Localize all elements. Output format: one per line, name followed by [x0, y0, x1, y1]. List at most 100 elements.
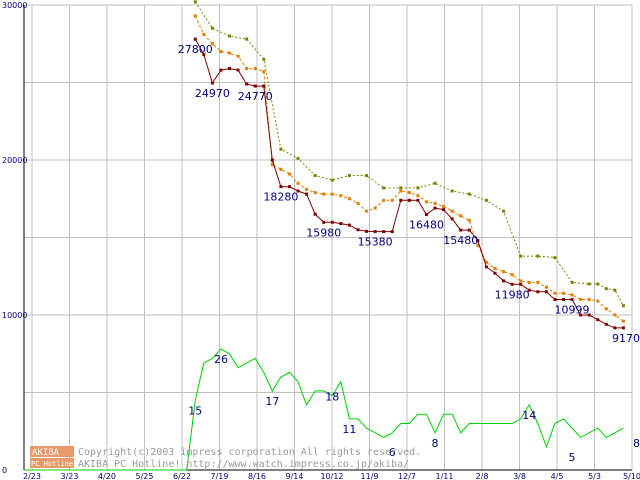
series-point-min-price [390, 230, 394, 234]
series-point-min-price [339, 222, 343, 226]
series-point-min-price [484, 265, 488, 269]
series-point-avg-price [245, 67, 249, 71]
series-point-min-price [245, 82, 249, 86]
series-point-avg-price [561, 291, 565, 295]
data-label: 18 [325, 390, 339, 403]
series-point-avg-price [587, 298, 591, 301]
series-point-min-price [365, 229, 369, 233]
series-point-max-price [433, 181, 437, 185]
x-tick-label: 9/14 [286, 472, 304, 480]
data-label: 15380 [358, 236, 393, 249]
series-point-avg-price [407, 191, 411, 195]
series-point-min-price [347, 223, 351, 227]
series-point-avg-price [399, 189, 403, 193]
series-point-min-price [604, 322, 608, 326]
x-tick-label: 10/12 [320, 472, 343, 480]
x-tick-label: 5/3 [588, 472, 601, 480]
series-point-avg-price [527, 280, 531, 284]
data-label: 24770 [238, 90, 273, 103]
chart-series [24, 0, 625, 471]
data-label: 15480 [443, 234, 478, 247]
series-point-avg-price [604, 307, 608, 311]
x-tick-label: 12/7 [398, 472, 416, 480]
series-point-min-price [373, 230, 377, 234]
series-point-max-price [519, 254, 523, 258]
series-point-min-price [416, 198, 420, 202]
data-label: 15980 [306, 226, 341, 239]
series-point-min-price [527, 288, 531, 292]
series-point-avg-price [313, 191, 317, 195]
series-point-max-price [467, 192, 471, 196]
y-tick-label: 10000 [2, 311, 27, 320]
series-point-max-price [621, 304, 625, 308]
series-point-avg-price [365, 209, 369, 213]
series-line-max-price [194, 1, 624, 306]
x-tick-label: 3/8 [513, 472, 526, 480]
series-point-avg-price [219, 50, 223, 53]
series-point-avg-price [484, 260, 488, 264]
x-tick-label: 2/8 [476, 472, 489, 480]
series-point-avg-price [519, 279, 523, 283]
series-point-avg-price [553, 291, 557, 295]
series-point-min-price [382, 230, 386, 234]
series-point-max-price [570, 280, 574, 284]
series-point-max-price [450, 189, 454, 193]
series-point-min-price [536, 290, 540, 294]
data-label: 8 [633, 437, 640, 450]
series-point-min-price [193, 37, 197, 41]
series-point-avg-price [236, 54, 240, 58]
series-point-max-price [484, 198, 488, 202]
series-point-min-price [279, 185, 283, 189]
series-point-min-price [553, 298, 557, 301]
series-point-min-price [579, 313, 583, 317]
series-point-min-price [330, 220, 334, 224]
series-point-max-price [604, 287, 608, 291]
data-label: 15 [188, 404, 202, 417]
data-label: 8 [432, 437, 439, 450]
series-point-min-price [262, 84, 266, 88]
data-label: 24970 [195, 87, 230, 100]
site-url-line: AKIBA PC Hotline! http://www.watch.impre… [78, 459, 409, 470]
akiba-logo-top [30, 446, 74, 457]
series-point-min-price [296, 189, 300, 193]
y-tick-label: 20000 [2, 156, 27, 165]
series-point-avg-price [210, 42, 214, 46]
data-label: 26 [214, 353, 228, 366]
series-point-max-price [262, 57, 266, 61]
series-point-avg-price [373, 206, 377, 210]
series-point-max-price [296, 156, 300, 160]
x-tick-label: 5/10 [623, 472, 640, 480]
series-point-max-price [416, 186, 420, 190]
data-label: 18280 [263, 191, 298, 204]
series-point-avg-price [193, 14, 197, 18]
series-point-min-price [613, 326, 617, 330]
series-point-avg-price [305, 187, 309, 191]
series-point-avg-price [536, 280, 540, 284]
series-point-avg-price [322, 192, 326, 196]
series-point-min-price [587, 313, 591, 317]
series-point-avg-price [287, 172, 291, 176]
series-point-min-price [287, 185, 291, 189]
series-point-avg-price [433, 201, 437, 205]
series-point-min-price [519, 282, 523, 286]
series-point-min-price [424, 213, 428, 217]
series-point-min-price [305, 192, 309, 196]
series-point-min-price [313, 212, 317, 216]
data-label: 10999 [555, 304, 590, 317]
series-line-shop-count [24, 348, 624, 471]
series-point-max-price [313, 174, 317, 177]
series-point-avg-price [202, 32, 206, 36]
series-point-min-price [502, 279, 506, 283]
series-point-max-price [279, 147, 283, 151]
series-point-min-price [236, 68, 240, 72]
x-tick-label: 1/11 [436, 472, 454, 480]
series-point-max-price [330, 178, 334, 182]
series-point-min-price [399, 198, 403, 202]
series-point-avg-price [424, 200, 428, 204]
series-point-avg-price [579, 298, 583, 301]
series-point-max-price [228, 34, 232, 38]
series-point-avg-price [502, 270, 506, 274]
series-point-avg-price [459, 214, 463, 218]
